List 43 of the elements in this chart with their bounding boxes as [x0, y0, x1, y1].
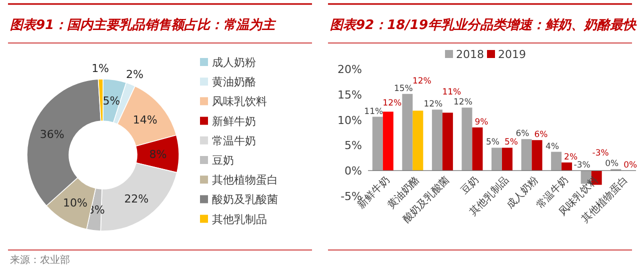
- data-label: 6%: [516, 129, 530, 140]
- data-label: 9%: [474, 117, 488, 128]
- data-label: 6%: [534, 130, 548, 140]
- chart-title: 图表91：国内主要乳品销售额占比：常温为主: [10, 17, 278, 33]
- source-note: 来源：农业部: [10, 254, 70, 266]
- chart-title: 图表92：18/19年乳业分品类增速：鲜奶、奶酪最快: [330, 17, 638, 33]
- data-label: 11%: [364, 106, 384, 117]
- data-label: 0%: [605, 159, 619, 170]
- y-tick-label: 10%: [338, 114, 362, 127]
- legend-label: 风味乳饮料: [212, 95, 267, 108]
- data-label: 2%: [126, 68, 144, 81]
- data-label: 36%: [40, 128, 64, 142]
- data-label: 15%: [394, 84, 413, 94]
- data-label: 1%: [92, 62, 110, 76]
- data-label: 12%: [412, 76, 432, 87]
- data-label: 5%: [102, 94, 120, 108]
- data-label: -3%: [592, 148, 609, 159]
- data-label: 12%: [454, 98, 472, 108]
- data-label: 2%: [564, 152, 578, 162]
- data-label: 14%: [132, 114, 158, 127]
- data-label: 0%: [624, 160, 638, 171]
- data-label: 22%: [124, 192, 149, 206]
- legend-label: 黄油奶酪: [212, 76, 256, 89]
- data-label: 5%: [486, 138, 500, 148]
- data-label: 8%: [149, 148, 167, 162]
- legend-label: 新鲜牛奶: [212, 114, 256, 128]
- y-tick-label: 15%: [338, 88, 362, 102]
- data-label: 12%: [382, 98, 402, 109]
- legend-label: 2018: [456, 48, 484, 61]
- data-label: 4%: [546, 142, 560, 152]
- data-label: 11%: [442, 88, 462, 98]
- y-tick-label: 20%: [338, 63, 362, 76]
- data-label: 5%: [504, 138, 518, 148]
- y-tick-label: 0%: [344, 164, 362, 178]
- x-tick-label: 豆奶: [459, 174, 482, 197]
- data-label: -3%: [574, 160, 590, 171]
- legend-label: 成人奶粉: [212, 56, 256, 69]
- legend-label: 2019: [498, 48, 526, 61]
- legend-label: 豆奶: [212, 154, 234, 167]
- y-tick-label: 5%: [344, 139, 362, 152]
- legend-label: 常温牛奶: [212, 134, 256, 148]
- data-label: 12%: [424, 100, 443, 110]
- data-label: 10%: [63, 196, 88, 210]
